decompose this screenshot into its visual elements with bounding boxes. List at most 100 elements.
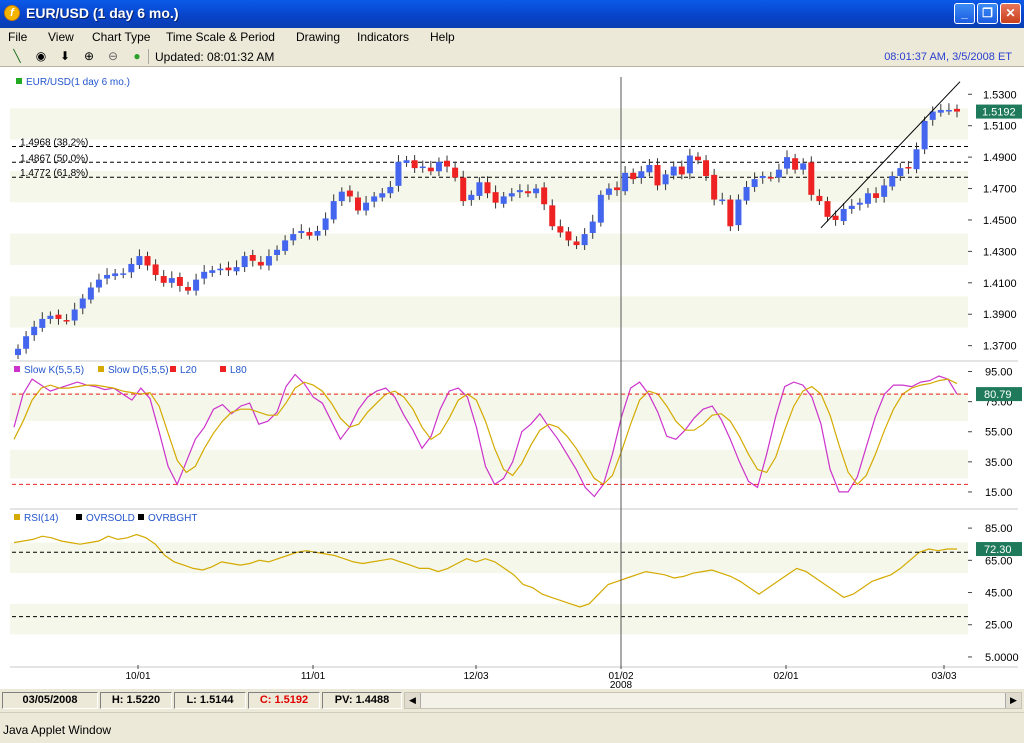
y-tick-label: 1.4900 (983, 152, 1017, 164)
scroll-left-icon[interactable]: ◀ (405, 693, 421, 708)
background-band (10, 108, 968, 140)
candle-down (694, 156, 701, 161)
candle-down (565, 231, 572, 241)
candle-down (905, 167, 912, 169)
candle-down (557, 226, 564, 233)
legend-swatch (76, 514, 82, 520)
y-tick-label: 1.5100 (983, 121, 1017, 133)
y-tick-label: 65.00 (985, 555, 1013, 567)
status-low: L: 1.5144 (174, 692, 246, 709)
candle-up (338, 191, 345, 202)
minimize-button[interactable]: _ (954, 3, 975, 24)
status-high: H: 1.5220 (100, 692, 172, 709)
candle-up (379, 193, 386, 198)
candle-up (468, 194, 475, 201)
legend-label: L80 (230, 365, 247, 376)
toolbar-separator (148, 49, 149, 64)
candle-up (168, 278, 175, 283)
x-tick-label: 12/03 (463, 671, 488, 682)
candle-up (403, 160, 410, 163)
candle-up (330, 201, 337, 220)
candle-down (541, 187, 548, 205)
x-tick-label: 10/01 (125, 671, 150, 682)
candle-up (913, 149, 920, 170)
candle-down (703, 160, 710, 176)
menu-drawing[interactable]: Drawing (296, 30, 341, 44)
menu-indicators[interactable]: Indicators (357, 30, 410, 44)
candle-down (954, 108, 960, 112)
candle-up (15, 348, 21, 356)
candle-down (873, 193, 880, 198)
restore-button[interactable]: ❐ (977, 3, 998, 24)
zoom-out-icon[interactable]: ⊖ (107, 49, 119, 63)
candle-up (646, 164, 653, 173)
legend-swatch (220, 366, 226, 372)
candle-down (832, 215, 839, 220)
candle-up (848, 205, 855, 209)
y-tick-label: 1.4500 (983, 215, 1017, 227)
rsi-panel: RSI(14) OVRSOLD OVRBGHT 85.00 65.00 45.00 25.0… (10, 512, 1022, 668)
series-line (13, 533, 957, 608)
legend-swatch (98, 366, 104, 372)
candle-up (597, 194, 604, 223)
candle-down (55, 314, 62, 319)
trend-line (820, 81, 961, 229)
stochastic-panel: Slow K(5,5,5) Slow D(5,5,5) L20 L80 95.0075.… (10, 364, 1022, 510)
candle-up (929, 111, 936, 120)
candle-down (630, 172, 637, 180)
candle-down (249, 254, 256, 261)
chart-canvas[interactable]: EUR/USD(1 day 6 mo.) 1.5300 1.5100 1.4900 1.… (0, 67, 1024, 691)
background-band (10, 202, 968, 234)
candle-up (889, 175, 896, 187)
y-tick-label: 35.00 (985, 457, 1013, 469)
menu-chart-type[interactable]: Chart Type (92, 30, 151, 44)
chart-area[interactable]: EUR/USD(1 day 6 mo.) 1.5300 1.5100 1.4900 1.… (0, 67, 1024, 691)
line-draw-icon[interactable]: ╲ (13, 49, 21, 63)
background-band (10, 392, 968, 422)
candle-down (460, 177, 467, 202)
candle-up (201, 271, 208, 279)
candle-up (784, 157, 791, 169)
candle-up (209, 270, 216, 273)
scroll-right-icon[interactable]: ▶ (1005, 693, 1021, 708)
down-arrow-icon[interactable]: ⬇ (59, 49, 71, 63)
candle-down (614, 187, 621, 191)
candle-down (824, 201, 831, 217)
x-tick-label: 03/03 (931, 671, 956, 682)
y-tick-label: 25.00 (985, 620, 1013, 632)
legend-swatch (14, 366, 20, 372)
fibonacci-label: 1.4772 (61.8%) (20, 168, 88, 179)
close-button[interactable]: ✕ (1000, 3, 1021, 24)
candle-down (346, 190, 353, 197)
applet-bar: Java Applet Window (0, 712, 1024, 743)
menu-bar: File View Chart Type Time Scale & Period… (0, 28, 1024, 47)
legend-swatch (170, 366, 176, 372)
candle-down (792, 158, 799, 170)
series-line (13, 378, 958, 486)
window-title: EUR/USD (1 day 6 mo.) (26, 5, 179, 21)
background-band (10, 327, 968, 359)
horizontal-scrollbar[interactable]: ◀ ▶ (404, 692, 1022, 709)
last-value-badge (976, 542, 1022, 557)
candle-down (484, 182, 491, 194)
menu-file[interactable]: File (8, 30, 28, 44)
target-icon[interactable]: ◉ (35, 49, 47, 63)
status-bar: 03/05/2008 H: 1.5220 L: 1.5144 C: 1.5192… (0, 690, 1024, 712)
candle-down (184, 287, 191, 291)
y-tick-label: 95.00 (985, 367, 1013, 379)
applet-label: Java Applet Window (3, 723, 112, 737)
green-dot-icon[interactable]: ● (133, 49, 141, 63)
status-close: C: 1.5192 (248, 692, 320, 709)
menu-time-scale[interactable]: Time Scale & Period (166, 30, 275, 44)
candle-up (112, 273, 119, 277)
menu-help[interactable]: Help (430, 30, 455, 44)
toolbar: ╲ ◉ ⬇ ⊕ ⊖ ● Updated: 08:01:32 AM 08:01:3… (0, 47, 1024, 67)
background-band (10, 512, 968, 543)
legend-label: L20 (180, 365, 197, 376)
menu-view[interactable]: View (48, 30, 74, 44)
zoom-in-icon[interactable]: ⊕ (83, 49, 95, 63)
fibonacci-label: 1.4867 (50.0%) (20, 153, 88, 164)
x-tick-label: 02/01 (773, 671, 798, 682)
series-line (13, 373, 958, 498)
legend-label: OVRBGHT (148, 513, 197, 524)
